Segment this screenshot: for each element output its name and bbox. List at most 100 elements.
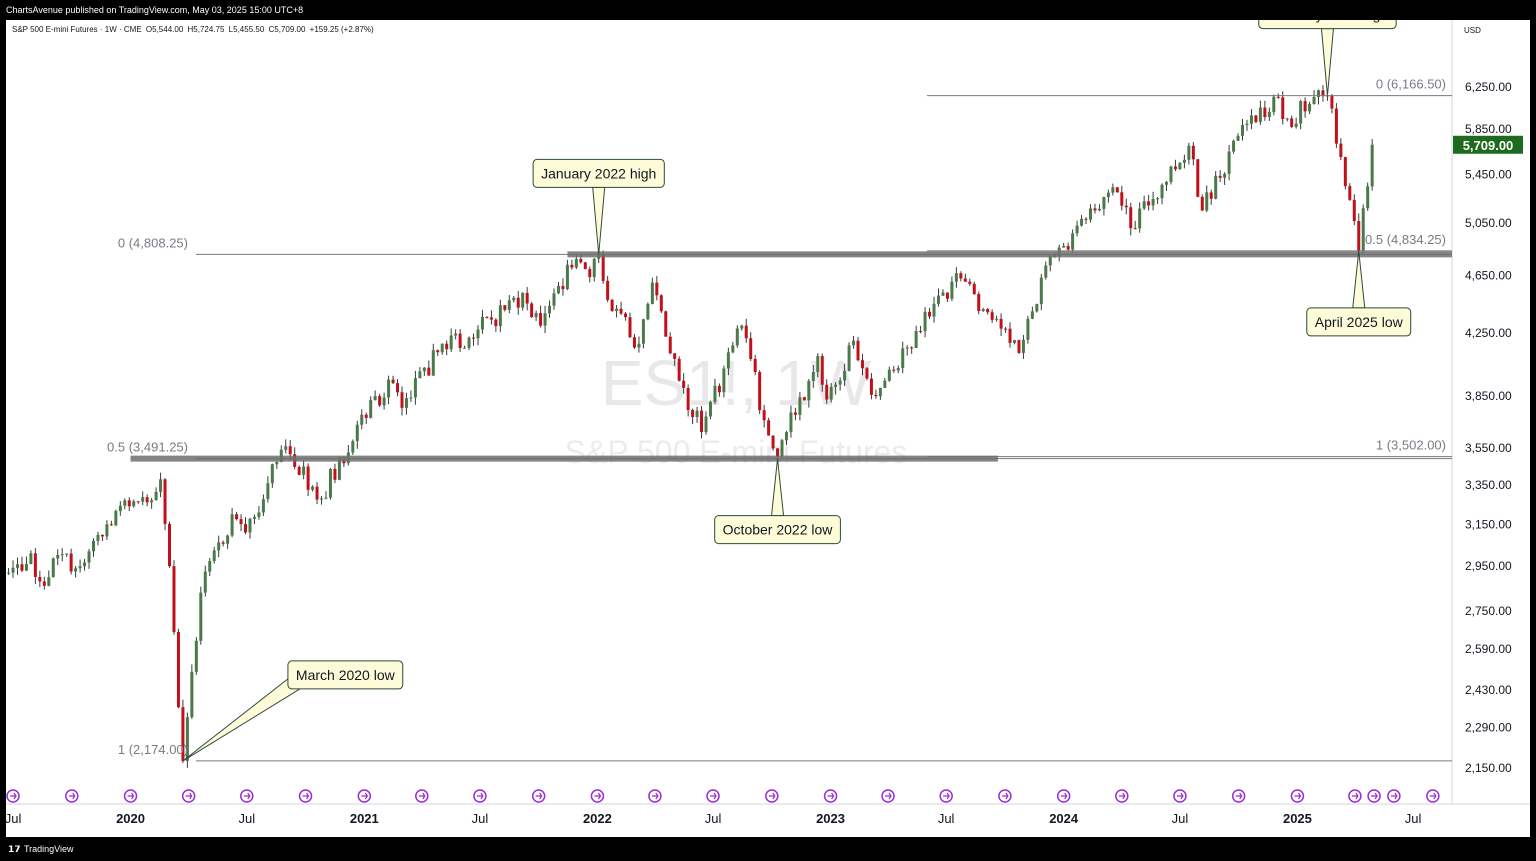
candle-body: [704, 416, 708, 432]
candle-body: [458, 333, 462, 349]
candle-body: [834, 384, 838, 387]
candle-body: [1017, 340, 1021, 353]
currency-label[interactable]: USD: [1464, 26, 1481, 35]
candle-body: [235, 514, 239, 520]
candle-body: [78, 566, 82, 569]
candle-body: [226, 535, 230, 544]
candle-body: [986, 309, 990, 313]
candle-body: [87, 551, 91, 563]
candle-body: [789, 412, 793, 433]
candle-body: [664, 311, 668, 337]
callout-box: [714, 515, 841, 545]
candle-body: [1267, 112, 1271, 118]
candle-body: [463, 347, 467, 349]
event-arrow-icon: [594, 792, 602, 800]
candle-body: [56, 554, 60, 559]
callout-label: March 2020 low: [296, 667, 396, 683]
candle-body: [257, 512, 261, 517]
candle-body: [1361, 208, 1365, 251]
event-arrow-icon: [885, 792, 892, 800]
candle-body: [1044, 265, 1048, 278]
candle-body: [1317, 90, 1321, 98]
candle-body: [928, 311, 932, 317]
candle-body: [574, 258, 578, 268]
y-tick-label: 3,850.00: [1465, 389, 1512, 403]
candle-body: [24, 564, 28, 571]
event-arrow-icon: [127, 792, 135, 800]
candle-body: [941, 292, 945, 296]
chart-panel[interactable]: ES1!, 1W S&P 500 E-mini Futures 2,150.00 2,…: [6, 20, 1530, 837]
candle-body: [1169, 166, 1173, 182]
candle-body: [592, 258, 596, 278]
candle-body: [919, 331, 923, 333]
candle-body: [1249, 115, 1253, 124]
candle-body: [440, 343, 444, 353]
candle-body: [476, 329, 480, 339]
candle-body: [637, 343, 641, 348]
candle-body: [33, 553, 37, 577]
candle-body: [351, 441, 355, 453]
symbol-name[interactable]: S&P 500 E-mini Futures · 1W · CME: [12, 25, 142, 34]
event-arrow-icon: [10, 792, 17, 800]
callout-march-2020-low: March 2020 low: [182, 660, 404, 762]
event-arrow-icon: [361, 792, 369, 800]
candle-body: [1205, 192, 1209, 211]
candle-body: [1102, 197, 1106, 209]
tradingview-logo-icon[interactable]: 𝟭𝟳: [8, 844, 21, 854]
candle-body: [700, 410, 704, 432]
candle-body: [780, 440, 784, 457]
symbol-ohlc-bar: S&P 500 E-mini Futures · 1W · CME O5,544…: [12, 25, 376, 34]
candle-body: [418, 371, 422, 379]
candle-body: [825, 384, 829, 400]
candle-body: [1348, 186, 1352, 200]
event-arrow-icon: [1429, 792, 1437, 800]
candle-body: [726, 352, 730, 369]
candle-body: [1200, 196, 1204, 211]
candle-body: [413, 378, 417, 398]
candle-body: [1071, 233, 1075, 250]
candle-body: [570, 264, 574, 268]
candle-body: [543, 313, 547, 326]
fib-level-label: 0 (6,166.50): [1376, 77, 1446, 92]
high-value: H5,724.75: [187, 25, 225, 34]
candle-body: [1178, 162, 1182, 170]
candle-body: [1308, 103, 1312, 112]
event-arrow-icon: [476, 792, 484, 800]
candle-body: [364, 414, 368, 418]
candle-body: [1165, 181, 1169, 185]
candle-body: [1182, 159, 1186, 163]
event-arrow-icon: [768, 792, 776, 800]
candle-body: [141, 497, 145, 502]
candle-body: [445, 343, 449, 350]
candle-body: [239, 519, 243, 525]
candle-body: [1254, 115, 1258, 122]
candle-body: [807, 380, 811, 401]
candle-body: [990, 312, 994, 320]
candle-body: [244, 524, 248, 533]
x-tick-label: Jul: [472, 811, 489, 826]
candle-body: [896, 368, 900, 371]
candle-body: [847, 345, 851, 371]
candle-body: [1214, 175, 1218, 199]
candle-body: [1357, 221, 1361, 251]
candle-body: [740, 325, 744, 329]
event-arrow-icon: [1294, 792, 1302, 800]
candle-body: [1021, 339, 1025, 353]
candlestick-chart[interactable]: ES1!, 1WS&P 500 E-mini Futures2,150.002,…: [6, 20, 1530, 837]
candle-body: [230, 514, 234, 536]
y-tick-label: 2,430.00: [1465, 683, 1512, 697]
candle-body: [1008, 328, 1012, 343]
candle-body: [954, 273, 958, 282]
candle-body: [932, 303, 936, 317]
fib-level-label: 0.5 (3,491.25): [107, 440, 188, 455]
footer-brand[interactable]: TradingView: [24, 844, 74, 854]
candle-body: [512, 297, 516, 301]
x-tick-label: Jul: [6, 811, 21, 826]
candle-body: [802, 397, 806, 401]
close-value: C5,709.00: [268, 25, 306, 34]
candle-body: [677, 358, 681, 381]
candle-body: [163, 479, 167, 524]
event-arrow-icon: [1176, 792, 1184, 800]
candle-body: [472, 337, 476, 339]
